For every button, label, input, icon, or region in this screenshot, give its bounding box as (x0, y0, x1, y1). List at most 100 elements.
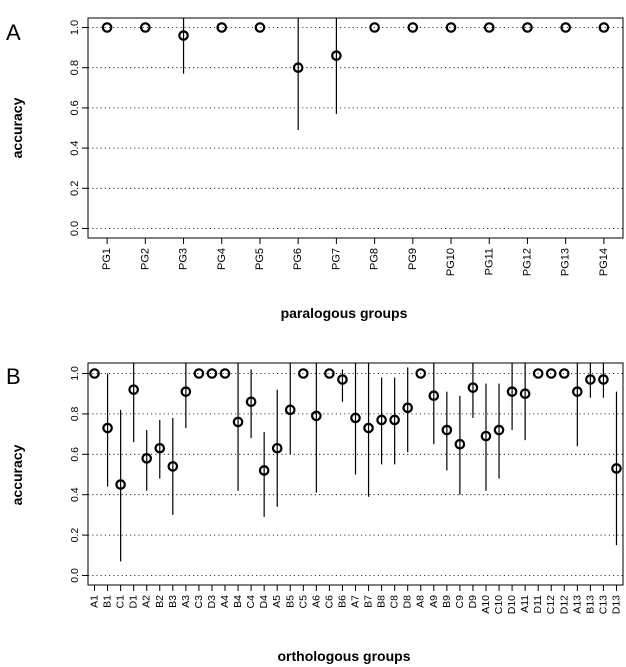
panel-b-x-tick-label: B3 (167, 595, 179, 608)
panel-b-data-point (219, 368, 231, 379)
panel-b-x-tick-label: A2 (141, 595, 153, 608)
panel-b-data-point (532, 368, 544, 379)
panel-b-y-tick-label: 0.8 (69, 406, 81, 421)
panel-a-data-point (292, 62, 304, 73)
panel-b-data-point (193, 368, 205, 379)
panel-a-data-point (254, 22, 266, 33)
panel-a-x-tick-label: PG9 (407, 248, 419, 270)
panel-a-label: A (6, 20, 21, 45)
panel-b-x-tick-label: B6 (336, 595, 348, 608)
panel-b-data-point (350, 412, 361, 424)
panel-b-x-tick-label: A6 (310, 595, 322, 608)
panel-b-x-tick-label: A13 (571, 595, 583, 614)
panel-b-x-tick-label: B5 (284, 595, 296, 608)
panel-b-data-point (389, 414, 400, 426)
panel-b-x-tick-label: C8 (389, 595, 401, 609)
panel-b-x-tick-label: C4 (245, 595, 257, 609)
panel-b-data-point (128, 384, 139, 395)
panel-b-x-tick-label: B4 (232, 595, 244, 608)
panel-b-data-point (598, 374, 609, 385)
panel-b-data-point (493, 424, 505, 436)
panel-b-x-tick-label: A5 (271, 595, 283, 608)
panel-b-x-tick-label: B9 (441, 595, 453, 608)
panel-a-y-tick-label: 0.0 (69, 221, 81, 236)
panel-a-x-tick-label: PG2 (139, 248, 151, 270)
panel-b-data-point (415, 368, 427, 379)
panel-b-x-tick-label: A7 (350, 595, 362, 608)
panel-b-data-point (454, 438, 466, 450)
panel-a-data-point (178, 30, 189, 41)
panel-b-x-tick-label: D12 (558, 595, 570, 614)
panel-a-x-tick-label: PG14 (598, 248, 610, 276)
panel-a-x-tick-label: PG8 (369, 248, 381, 270)
panel-b-x-tick-label: B7 (363, 595, 375, 608)
panel-b-x-tick-label: A3 (180, 595, 192, 608)
panel-b-y-tick-label: 0.4 (69, 487, 81, 502)
panel-b-x-tick-label: B2 (154, 595, 166, 608)
panel-b-x-tick-label: A1 (89, 595, 101, 608)
panel-b-data-point (376, 414, 387, 426)
panel-a-y-tick-label: 1.0 (69, 20, 81, 35)
panel-b-x-tick-label: C13 (597, 595, 609, 614)
panel-b-x-tick-label: C5 (297, 595, 309, 609)
panel-a-data-point (522, 22, 533, 33)
panel-a-data-point (216, 22, 228, 33)
panel-a-x-tick-label: PG7 (330, 248, 342, 270)
panel-b-x-axis-title: orthologous groups (278, 648, 411, 664)
panel-b-data-point (311, 410, 322, 422)
panel-b-x-tick-label: C10 (493, 595, 505, 614)
panel-b-y-tick-label: 0.2 (69, 528, 81, 543)
panel-b-x-tick-label: A9 (428, 595, 440, 608)
panel-b-x-tick-label: C6 (323, 595, 335, 609)
panel-b-data-point (337, 374, 348, 385)
panel-a-y-tick-label: 0.2 (69, 181, 81, 196)
panel-b-data-point (402, 402, 413, 414)
panel-b-data-point (206, 368, 218, 379)
panel-b-data-point (167, 461, 179, 472)
panel-b-data-point (545, 368, 557, 379)
panel-b-data-point (298, 368, 309, 379)
panel-b-chart: B accuracy orthologous groups 0.0 0.2 0.4 0… (6, 362, 624, 664)
panel-a-y-tick-label: 0.8 (69, 60, 81, 75)
panel-b-x-tick-label: C1 (115, 595, 127, 609)
panel-b-x-tick-label: D8 (402, 595, 414, 609)
panel-a-x-tick-label: PG11 (483, 248, 495, 275)
panel-a-x-tick-label: PG10 (445, 248, 457, 276)
panel-b-data-point (506, 386, 518, 397)
panel-a-data-point (331, 50, 342, 61)
panel-b-data-point (467, 382, 479, 393)
panel-b-x-tick-label: C3 (193, 595, 205, 609)
panel-a-x-tick-label: PG13 (560, 248, 572, 276)
panel-b-data-point (245, 396, 257, 408)
panel-b-x-tick-label: C12 (545, 595, 557, 614)
panel-a-data-point (483, 22, 495, 33)
panel-a-y-axis-title: accuracy (9, 97, 25, 158)
panel-a-data-point (445, 22, 457, 33)
panel-a-x-tick-label: PG12 (521, 248, 533, 276)
panel-b-y-axis-title: accuracy (9, 444, 25, 505)
panel-b-data-point (271, 442, 283, 454)
panel-a-data-point (140, 22, 151, 33)
panel-a-data-point (369, 22, 380, 33)
panel-b-data-point (363, 422, 374, 434)
panel-b-x-tick-label: D3 (206, 595, 218, 609)
panel-b-x-tick-label: A11 (519, 595, 531, 613)
panel-b-x-tick-label: D13 (610, 595, 622, 614)
panel-b-x-tick-label: D11 (532, 595, 544, 614)
panel-b-data-point (611, 463, 622, 474)
panel-a-x-tick-label: PG5 (254, 248, 266, 270)
panel-b-x-tick-label: B8 (376, 595, 388, 608)
panel-a-data-point (598, 22, 610, 33)
panel-b-x-tick-label: A8 (415, 595, 427, 608)
panel-b-data-point (232, 416, 244, 428)
panel-b-x-tick-label: C9 (454, 595, 466, 609)
panel-b-data-point (324, 368, 335, 379)
panel-a-x-tick-label: PG6 (292, 248, 304, 270)
panel-b-data-point (585, 374, 596, 385)
panel-b-data-point (258, 465, 270, 476)
panel-b-x-tick-label: B1 (102, 595, 114, 608)
panel-b-data-point (102, 422, 113, 434)
panel-b-x-tick-label: A4 (219, 595, 231, 608)
panel-a-x-tick-label: PG4 (216, 248, 228, 270)
